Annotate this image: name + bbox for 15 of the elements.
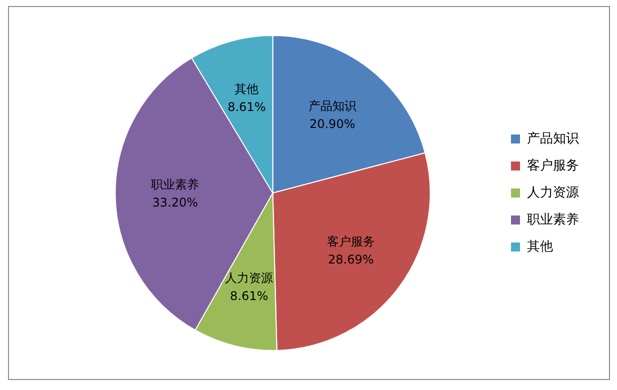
- data-label: 20.90%: [309, 116, 356, 131]
- slice-label: 客户服务: [326, 234, 375, 249]
- data-label: 28.69%: [328, 252, 374, 267]
- data-label: 33.20%: [152, 195, 198, 210]
- slice-label: 人力资源: [225, 270, 274, 285]
- slice-label: 职业素养: [151, 177, 200, 192]
- slice-label: 产品知识: [308, 98, 356, 113]
- legend-label: 客户服务: [527, 157, 579, 174]
- slice-label: 其他: [234, 82, 259, 96]
- data-label: 8.61%: [230, 288, 268, 303]
- data-label: 8.61%: [228, 100, 266, 114]
- legend-label: 其他: [527, 239, 553, 254]
- legend-label: 职业素养: [527, 211, 579, 228]
- legend-label: 产品知识: [527, 131, 579, 146]
- legend-label: 人力资源: [527, 185, 579, 200]
